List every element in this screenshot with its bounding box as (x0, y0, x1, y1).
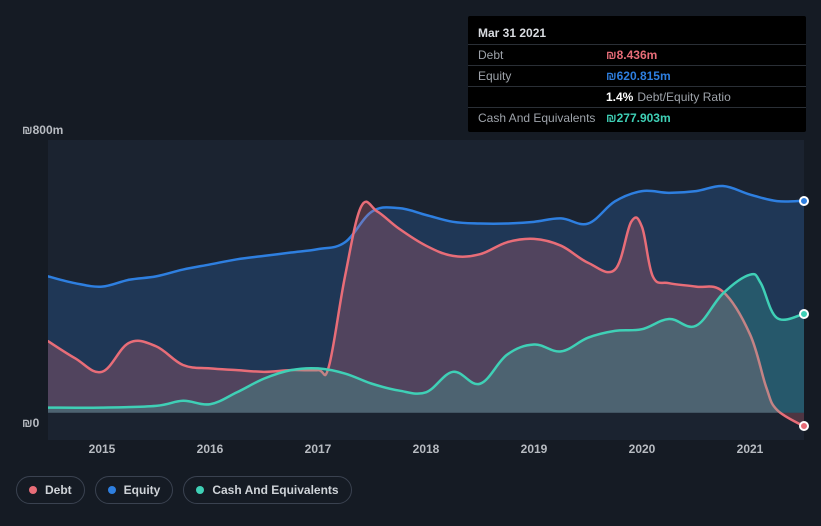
legend-label: Cash And Equivalents (212, 483, 338, 497)
chart-tooltip: Mar 31 2021 Debt₪8.436mEquity₪620.815m1.… (468, 16, 806, 132)
tooltip-row-value: ₪620.815m (606, 69, 671, 83)
tooltip-row-value: ₪277.903m (606, 111, 671, 125)
marker-debt (799, 421, 809, 431)
legend: Debt Equity Cash And Equivalents (16, 476, 352, 504)
plot-area[interactable] (48, 140, 804, 440)
legend-item-cash-and-equivalents[interactable]: Cash And Equivalents (183, 476, 351, 504)
x-tick-2018: 2018 (413, 442, 440, 456)
x-tick-2021: 2021 (737, 442, 764, 456)
x-tick-2020: 2020 (629, 442, 656, 456)
y-tick-0: ₪0 (22, 416, 39, 430)
legend-label: Equity (124, 483, 161, 497)
tooltip-row-extra: Debt/Equity Ratio (637, 90, 730, 104)
x-tick-2017: 2017 (305, 442, 332, 456)
tooltip-row-label: Equity (478, 69, 606, 83)
tooltip-row-label: Debt (478, 48, 606, 62)
tooltip-row-label: Cash And Equivalents (478, 111, 606, 125)
tooltip-date: Mar 31 2021 (468, 22, 806, 44)
x-tick-2016: 2016 (197, 442, 224, 456)
legend-dot-icon (108, 486, 116, 494)
x-axis: 2015 2016 2017 2018 2019 2020 2021 (48, 442, 804, 462)
tooltip-row-value: ₪8.436m (606, 48, 657, 62)
legend-item-debt[interactable]: Debt (16, 476, 85, 504)
tooltip-row: Cash And Equivalents₪277.903m (468, 107, 806, 128)
tooltip-row: Debt₪8.436m (468, 44, 806, 65)
legend-dot-icon (196, 486, 204, 494)
legend-item-equity[interactable]: Equity (95, 476, 174, 504)
y-tick-800: ₪800m (22, 123, 63, 137)
legend-dot-icon (29, 486, 37, 494)
x-tick-2019: 2019 (521, 442, 548, 456)
marker-equity (799, 196, 809, 206)
financials-area-chart: ₪800m ₪0 2015 2016 2017 2018 2019 2020 2021 Ma… (0, 0, 821, 526)
tooltip-row-value: 1.4% (606, 90, 633, 104)
marker-cash-and-equivalents (799, 309, 809, 319)
legend-label: Debt (45, 483, 72, 497)
x-tick-2015: 2015 (89, 442, 116, 456)
tooltip-row-label (478, 90, 606, 104)
tooltip-row: Equity₪620.815m (468, 65, 806, 86)
tooltip-row: 1.4% Debt/Equity Ratio (468, 86, 806, 107)
